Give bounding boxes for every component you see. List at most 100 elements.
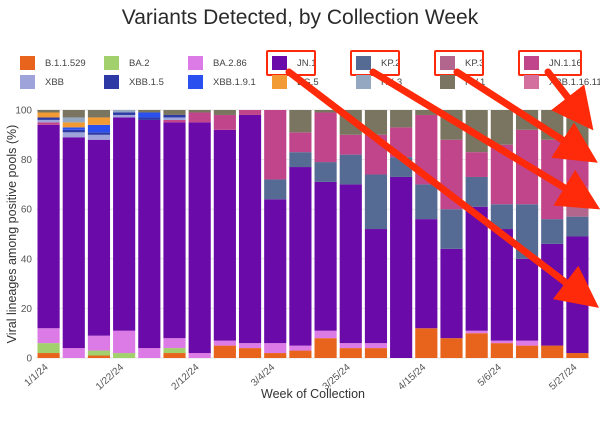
- bar-segment: [163, 348, 186, 354]
- bar-segment: [440, 209, 463, 249]
- bar-segment: [213, 340, 236, 346]
- bar-segment: [490, 340, 513, 344]
- legend-item-jn-1[interactable]: JN.1: [272, 56, 317, 70]
- legend-swatch: [104, 56, 119, 70]
- bar-segment: [490, 343, 513, 358]
- y-axis-label: Viral lineages among positive pools (%): [5, 125, 19, 344]
- bar-segment: [566, 216, 589, 237]
- x-tick-label: 1/1/24: [23, 362, 51, 389]
- bar-segment: [113, 114, 136, 118]
- bar-segment: [87, 134, 111, 140]
- bar-segment: [37, 343, 60, 354]
- bar-segment: [138, 112, 161, 118]
- bar-segment: [37, 328, 60, 344]
- bar-segment: [566, 353, 589, 358]
- legend-label: XBB: [45, 76, 65, 88]
- bar-segment: [541, 243, 564, 346]
- bar-segment: [264, 199, 287, 344]
- legend-item-xbb-1-9-1[interactable]: XBB.1.9.1: [188, 75, 256, 89]
- legend-swatch: [20, 75, 35, 89]
- legend-label: KP.2: [381, 57, 401, 69]
- bar-segment: [364, 348, 388, 358]
- bar-segment: [113, 110, 136, 113]
- bar-segment: [490, 229, 513, 341]
- bar-segment: [566, 149, 589, 187]
- bar-segment: [415, 110, 438, 115]
- bar-segment: [62, 137, 85, 349]
- bar-segment: [87, 355, 111, 358]
- bar-segment: [37, 122, 60, 125]
- bar-segment: [314, 181, 337, 331]
- bar-segment: [37, 353, 60, 358]
- x-axis-label: Week of Collection: [261, 387, 365, 401]
- bar-segment: [314, 112, 337, 163]
- bar-segment: [314, 330, 337, 339]
- bar-segment: [113, 112, 136, 115]
- bar-segment: [364, 174, 388, 230]
- bar-segment: [113, 353, 136, 358]
- bar-segment: [364, 229, 388, 344]
- legend-label: JN.1.16: [549, 57, 582, 69]
- bar-segment: [515, 345, 539, 358]
- bar-segment: [188, 112, 211, 123]
- legend-item-xbb[interactable]: XBB: [20, 75, 64, 89]
- bar-segment: [415, 114, 438, 185]
- bar-segment: [37, 110, 60, 113]
- bar-segment: [364, 343, 388, 349]
- legend-swatch: [272, 56, 287, 70]
- bar-segment: [37, 112, 60, 118]
- legend-item-kp-2[interactable]: KP.2: [356, 56, 400, 70]
- annotation-arrow: [544, 68, 594, 131]
- bar-segment: [490, 204, 513, 230]
- legend-swatch: [524, 56, 539, 70]
- legend-swatch: [440, 56, 455, 70]
- bar-segment: [289, 132, 312, 153]
- annotation-arrow: [285, 68, 600, 308]
- bar-segment: [264, 110, 287, 180]
- x-tick-label: 2/12/24: [170, 362, 202, 393]
- bar-segment: [490, 110, 513, 145]
- bar-segment: [238, 348, 262, 358]
- bar-segment: [289, 345, 312, 351]
- legend-swatch: [524, 75, 539, 89]
- x-tick-label: 5/6/24: [476, 362, 504, 389]
- bar-segment: [62, 122, 85, 128]
- legend-item-xbb-1-5[interactable]: XBB.1.5: [104, 75, 164, 89]
- legend-item-xbb-1-16-11[interactable]: XBB.1.16.11: [524, 75, 600, 89]
- bar-segment: [440, 248, 463, 339]
- legend-item-b-1-1-529[interactable]: B.1.1.529: [20, 56, 86, 70]
- legend-swatch: [104, 75, 119, 89]
- bar-segment: [339, 134, 362, 155]
- y-tick-label: 100: [15, 106, 32, 117]
- legend-item-kp-3[interactable]: KP.3: [440, 56, 484, 70]
- legend-label: JN.1: [297, 57, 317, 69]
- bar-segment: [87, 117, 111, 125]
- bar-segment: [113, 330, 136, 354]
- bar-segment: [314, 162, 337, 182]
- bar-segment: [138, 119, 161, 349]
- legend-swatch: [188, 75, 203, 89]
- bar-segment: [62, 127, 85, 130]
- bar-segment: [415, 328, 438, 358]
- x-tick-label: 4/15/24: [396, 362, 428, 393]
- bar-segment: [390, 110, 413, 128]
- y-tick-label: 60: [21, 205, 33, 216]
- bar-segment: [289, 152, 312, 168]
- bar-segment: [339, 154, 362, 185]
- legend-label: XBB.1.9.1: [213, 76, 256, 88]
- legend-item-jn-1-16[interactable]: JN.1.16: [524, 56, 582, 70]
- bar-segment: [264, 353, 287, 358]
- bar-segment: [62, 110, 85, 118]
- bar-segment: [289, 110, 312, 133]
- bar-segment: [541, 345, 564, 358]
- legend-label: B.1.1.529: [45, 57, 86, 69]
- bar-segment: [415, 219, 438, 329]
- legend-label: BA.2: [129, 57, 150, 69]
- bar-segment: [213, 110, 236, 115]
- bar-segment: [364, 110, 388, 135]
- bar-segment: [339, 184, 362, 344]
- legend-item-ba-2[interactable]: BA.2: [104, 56, 150, 70]
- bar-segment: [490, 144, 513, 205]
- legend-item-ba-2-86[interactable]: BA.2.86: [188, 56, 247, 70]
